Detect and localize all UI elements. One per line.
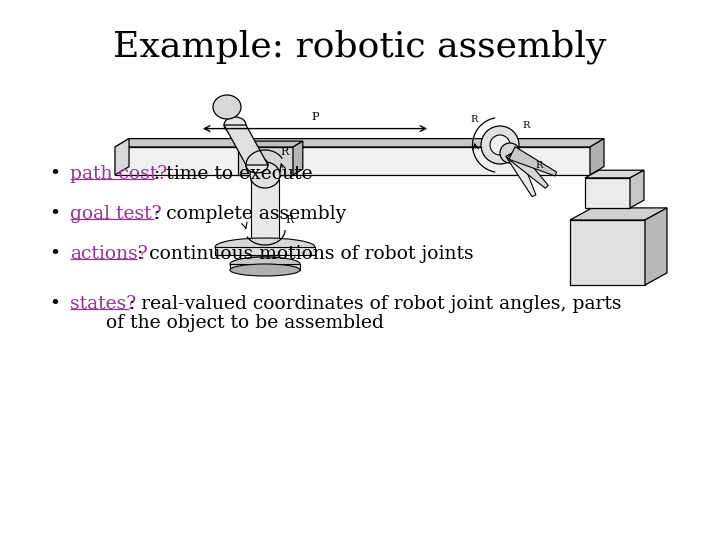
Ellipse shape: [230, 257, 300, 271]
Text: : continuous motions of robot joints: : continuous motions of robot joints: [137, 245, 474, 263]
Text: : time to execute: : time to execute: [153, 165, 312, 183]
Text: R: R: [522, 120, 529, 130]
Polygon shape: [585, 170, 644, 178]
Polygon shape: [507, 148, 549, 188]
Text: R: R: [285, 215, 293, 225]
Text: of the object to be assembled: of the object to be assembled: [70, 314, 384, 332]
Text: : real-valued coordinates of robot joint angles, parts: : real-valued coordinates of robot joint…: [129, 295, 621, 313]
Polygon shape: [115, 147, 590, 175]
Ellipse shape: [213, 95, 241, 119]
Polygon shape: [509, 147, 557, 176]
Ellipse shape: [490, 135, 510, 155]
Polygon shape: [238, 141, 303, 147]
Ellipse shape: [481, 126, 519, 164]
Polygon shape: [251, 180, 279, 245]
Text: •: •: [50, 205, 60, 223]
Text: path cost?: path cost?: [70, 165, 167, 183]
Ellipse shape: [224, 117, 246, 133]
Polygon shape: [115, 139, 604, 147]
Polygon shape: [570, 220, 645, 285]
Polygon shape: [224, 125, 268, 165]
Polygon shape: [505, 150, 536, 197]
Text: •: •: [50, 245, 60, 263]
Ellipse shape: [230, 264, 300, 276]
Ellipse shape: [500, 143, 520, 163]
Ellipse shape: [251, 240, 279, 250]
Ellipse shape: [251, 175, 279, 185]
Polygon shape: [645, 208, 667, 285]
Text: R: R: [471, 116, 478, 125]
Polygon shape: [230, 264, 300, 270]
Polygon shape: [570, 208, 667, 220]
Polygon shape: [630, 170, 644, 208]
Text: Example: robotic assembly: Example: robotic assembly: [113, 30, 607, 64]
Ellipse shape: [246, 157, 268, 173]
Polygon shape: [293, 141, 303, 175]
Text: R: R: [280, 147, 288, 157]
Polygon shape: [215, 247, 315, 255]
Text: : complete assembly: : complete assembly: [153, 205, 346, 223]
Text: goal test?: goal test?: [70, 205, 161, 223]
Text: actions?: actions?: [70, 245, 148, 263]
Ellipse shape: [250, 162, 280, 188]
Ellipse shape: [215, 238, 315, 256]
Polygon shape: [115, 139, 129, 175]
Polygon shape: [585, 178, 630, 208]
Polygon shape: [590, 139, 604, 175]
Text: •: •: [50, 295, 60, 313]
Text: R: R: [535, 160, 542, 170]
Text: states?: states?: [70, 295, 136, 313]
Text: P: P: [311, 112, 319, 122]
Text: •: •: [50, 165, 60, 183]
Polygon shape: [238, 147, 293, 175]
